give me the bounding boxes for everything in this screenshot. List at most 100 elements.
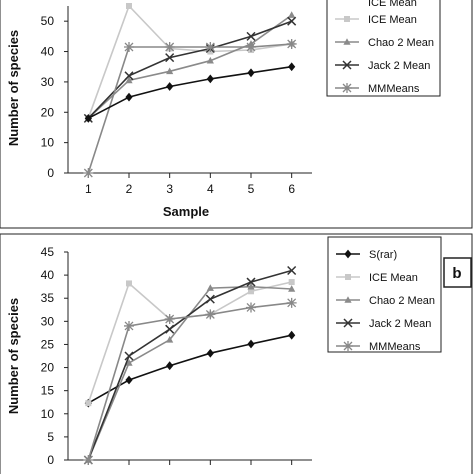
panel-a-axes: 0 10 20 30 40 50 1 2 3 4 5 6 [41,6,312,196]
legend-swatch-marker [344,249,352,259]
legend-swatch-marker [344,16,350,22]
series-line-mmmeans [87,302,292,461]
series-point-chao-2-mean [288,285,296,292]
series-mmmeans [83,297,297,465]
series-point-s-rar [247,339,255,349]
legend-swatch-marker [343,318,353,328]
panel-a-frame [0,0,473,229]
series-point-mmmeans [83,455,94,465]
series-line-mmmeans [87,43,292,174]
series-point-mmmeans [286,38,297,49]
y-tick-label: 5 [47,430,54,444]
legend-a-item-ice-partial: ICE Mean [368,0,417,9]
y-tick-label: 30 [41,314,55,328]
series-point-jack-2-mean [124,351,134,361]
panel-b-label: b [452,265,461,282]
panel-b-legend: S(rar) ICE Mean Chao 2 Mean Jack 2 Mean MMMe… [327,236,442,353]
series-point-mmmeans [83,168,94,178]
legend-label: Jack 2 Mean [369,318,431,330]
series-point-series-4 [166,82,174,91]
series-point-mmmeans [246,302,256,313]
y-tick-label: 0 [47,453,54,467]
series-point-mmmeans [205,41,216,52]
series-point-series-4 [288,62,296,72]
panel-a-legend: ICE Mean ICE Mean Chao 2 Mean Jack 2 Mean M… [326,0,441,97]
y-tick-label: 35 [41,291,55,305]
y-tick-label: 20 [41,361,55,375]
panel-a-xlabel: Sample [163,204,209,219]
legend-label: Jack 2 Mean [368,60,430,72]
series-line-ice-mean [87,4,292,119]
series-point-mmmeans [205,309,216,320]
y-tick-label: 0 [47,166,54,180]
legend-label: ICE Mean [368,14,417,26]
panel-b-frame [0,233,473,474]
series-point-ice-mean [288,279,295,286]
legend-item-chao-2-mean: Chao 2 Mean [336,295,435,307]
legend-item-mmmeans: MMMeans [336,341,421,353]
legend-swatch-marker [342,83,352,93]
series-point-chao-2-mean [206,56,214,64]
panel-a-series [83,3,297,178]
legend-swatch-marker [344,296,352,303]
legend-item-s-rar: S(rar) [336,249,397,261]
series-point-jack-2-mean [124,71,134,81]
y-tick-label: 20 [41,105,55,119]
panel-b-series [83,265,297,465]
series-point-series-4 [247,68,255,78]
y-tick-label: 30 [41,75,55,89]
chart-panel-b: Number of species 0 5 10 15 20 25 30 35 40 45 S(r… [0,233,473,474]
series-point-ice-mean [126,280,132,287]
series-point-chao-2-mean [247,282,255,290]
series-point-ice-mean [126,3,132,9]
series-mmmeans [83,38,297,178]
series-point-jack-2-mean [246,31,256,41]
y-tick-label: 10 [41,136,55,150]
y-tick-label: 15 [41,384,55,398]
series-point-mmmeans [246,41,256,52]
series-point-mmmeans [124,41,134,52]
panel-b-legend-items: S(rar) ICE Mean Chao 2 Mean Jack 2 Mean MMMe… [336,249,435,353]
legend-item-mmmeans: MMMeans [335,83,420,95]
series-point-s-rar [206,348,214,358]
series-point-chao-2-mean [206,284,214,291]
series-point-ice-mean [85,400,92,407]
panel-a-ylabel: Number of species [6,30,21,146]
series-chao-2-mean [84,11,296,122]
legend-item-chao-2-mean: Chao 2 Mean [335,37,434,49]
legend-label: Chao 2 Mean [369,295,435,307]
legend-swatch-marker [343,38,351,45]
x-tick-label: 1 [85,182,92,196]
series-point-chao-2-mean [125,359,133,366]
series-point-s-rar [125,375,133,385]
series-point-jack-2-mean [165,53,175,63]
series-line-s-rar [87,334,292,404]
series-point-jack-2-mean [246,277,256,287]
series-point-chao-2-mean [166,336,174,343]
series-point-s-rar [166,361,174,371]
series-point-series-4 [84,113,92,123]
series-point-jack-2-mean [287,265,297,276]
legend-item-ice-mean: ICE Mean [336,272,418,284]
panel-b-label-box [443,257,472,288]
series-point-ice-mean [248,288,254,295]
y-tick-label: 45 [41,245,55,259]
x-tick-label: 4 [207,182,214,196]
legend-label: MMMeans [368,83,420,95]
x-tick-label: 6 [288,182,295,196]
legend-swatch-marker [345,274,351,280]
series-point-s-rar [288,330,296,340]
series-point-series-4 [125,92,133,102]
series-point-mmmeans [164,314,175,325]
y-tick-label: 40 [41,45,55,59]
legend-a-ice-partial-label: ICE Mean [368,0,417,9]
legend-item-jack-2-mean: Jack 2 Mean [336,318,431,330]
series-line-jack-2-mean [87,20,292,119]
series-point-jack-2-mean [205,294,215,304]
legend-label: S(rar) [369,249,397,261]
series-point-jack-2-mean [287,16,297,26]
legend-swatch-marker [343,341,353,351]
x-tick-label: 2 [126,182,133,196]
legend-swatch-marker [342,60,352,70]
series-jack-2-mean [83,265,297,465]
